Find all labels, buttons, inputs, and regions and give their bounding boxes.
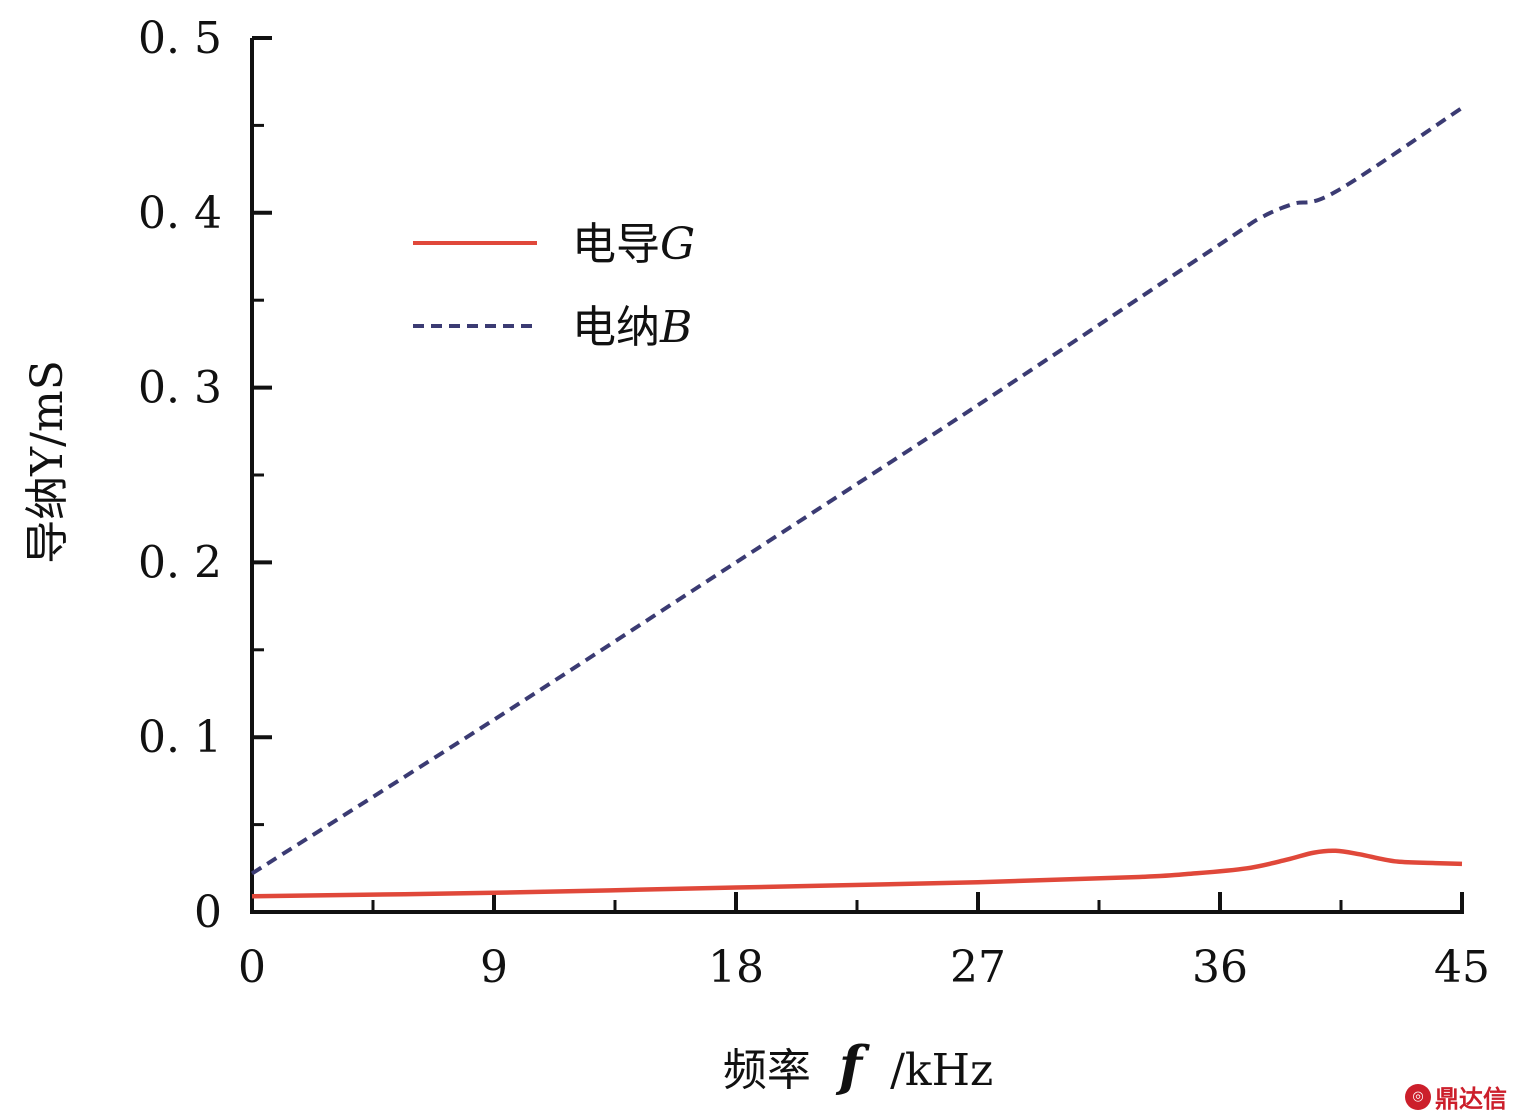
y-tick-labels: 0 0. 1 0. 2 0. 3 0. 4 0. 5	[138, 13, 222, 938]
legend-label-conductance-g: 电导G	[572, 219, 695, 270]
series-layer	[250, 106, 1464, 899]
x-tick-labels: 0 9 18 27 36 45	[238, 942, 1490, 993]
y-tick-label: 0. 1	[138, 712, 222, 763]
x-tick-label: 18	[708, 942, 764, 993]
y-axis-title: 导纳Y/mS	[22, 360, 73, 564]
legend-label-susceptance-b: 电纳B	[572, 302, 692, 353]
series-line-conductance-g	[251, 848, 1463, 899]
x-tick-label: 27	[950, 942, 1006, 993]
watermark: ◎ 鼎达信	[1405, 1079, 1507, 1114]
x-tick-label: 36	[1192, 942, 1248, 993]
x-tick-label: 45	[1434, 942, 1490, 993]
legend-label-text: 电纳	[572, 302, 660, 353]
y-tick-label: 0	[194, 887, 222, 938]
watermark-text: 鼎达信	[1435, 1085, 1507, 1113]
x-axis-title-unit: /kHz	[890, 1045, 993, 1096]
x-axis-title-symbol: f	[835, 1034, 870, 1098]
x-axis-title: 频率 f /kHz	[723, 1034, 993, 1098]
legend-label-symbol: G	[660, 219, 695, 270]
y-tick-label: 0. 4	[138, 188, 222, 239]
series-line-susceptance-b	[250, 106, 1464, 876]
x-axis-title-label: 频率	[723, 1045, 811, 1096]
y-tick-label: 0. 3	[138, 363, 222, 414]
y-tick-label: 0. 2	[138, 537, 222, 588]
dingda-logo-icon: ◎	[1405, 1083, 1431, 1110]
x-tick-label: 0	[238, 942, 266, 993]
legend-label-text: 电导	[572, 219, 660, 270]
x-tick-label: 9	[480, 942, 508, 993]
legend-label-symbol: B	[659, 302, 692, 353]
y-tick-label: 0. 5	[138, 13, 222, 64]
major-ticks	[250, 36, 1464, 914]
